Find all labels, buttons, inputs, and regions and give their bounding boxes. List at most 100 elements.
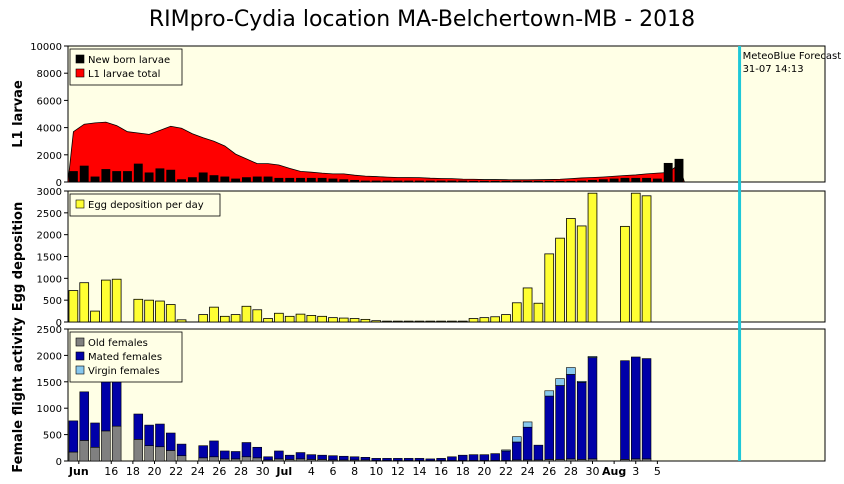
newborn-bar: [501, 180, 511, 182]
mated-females-bar: [501, 450, 511, 461]
newborn-bar: [274, 177, 284, 182]
newborn-bar: [523, 180, 533, 182]
newborn-bar: [415, 180, 424, 182]
virgin-females-bar: [555, 378, 565, 386]
mated-females-bar: [522, 426, 533, 461]
newborn-bar: [144, 172, 154, 182]
legend-entry: Old females: [88, 338, 148, 349]
legend-entry: New born larvae: [88, 55, 170, 66]
egg-bar: [230, 314, 241, 322]
x-tick-label: 8: [351, 465, 358, 478]
newborn-bar: [68, 171, 78, 182]
legend-box: [69, 193, 221, 217]
newborn-bar: [79, 165, 89, 182]
newborn-bar: [512, 180, 522, 182]
newborn-bar: [469, 180, 478, 182]
plot-marks: [68, 192, 652, 322]
egg-bar: [349, 318, 360, 322]
y-axis-label: Egg deposition: [11, 202, 26, 311]
newborn-bar: [533, 180, 543, 182]
mated-females-bar: [425, 458, 436, 461]
newborn-bar: [588, 179, 597, 182]
x-tick-label: 14: [412, 465, 426, 478]
egg-bar: [511, 302, 522, 322]
y-axis-label: L1 larvae: [11, 80, 26, 148]
newborn-bar: [123, 171, 132, 182]
legend-entry: L1 larvae total: [88, 69, 160, 80]
newborn-bar: [609, 178, 619, 182]
egg-bar: [425, 320, 436, 322]
x-tick-label: 24: [521, 465, 535, 478]
mated-females-bar: [479, 454, 490, 461]
newborn-bar: [231, 178, 241, 182]
newborn-bar: [306, 177, 316, 182]
mated-females-bar: [230, 451, 241, 460]
y-tick-label: 10000: [30, 42, 62, 53]
old-females-bar: [641, 458, 652, 461]
egg-bar: [209, 306, 219, 322]
panel-female-flight: 0 500 1000 1500 2000 2500 Female flight activi…: [11, 317, 826, 473]
plot-marks: [68, 121, 685, 182]
mated-females-bar: [457, 454, 468, 461]
egg-bar: [436, 320, 446, 322]
egg-bar: [144, 299, 154, 322]
legend-swatch: [75, 337, 85, 347]
newborn-bar: [555, 180, 565, 182]
mated-females-bar: [544, 395, 554, 460]
egg-bar: [501, 314, 511, 322]
old-females-bar: [198, 457, 208, 461]
egg-bar: [111, 278, 122, 322]
old-females-bar: [587, 458, 598, 461]
egg-bar: [68, 290, 79, 322]
egg-bar: [338, 317, 349, 322]
virgin-females-bar: [501, 449, 511, 452]
x-tick-label: 3: [632, 465, 639, 478]
newborn-bar: [458, 180, 468, 182]
egg-bar: [155, 300, 165, 322]
newborn-bar: [566, 180, 576, 182]
mated-females-bar: [490, 453, 500, 461]
x-tick-label: 20: [148, 465, 162, 478]
y-tick-label: 0: [56, 457, 62, 468]
mated-females-bar: [90, 422, 100, 448]
y-tick-label: 2000: [37, 151, 62, 162]
old-females-bar: [79, 440, 89, 461]
mated-females-bar: [414, 458, 425, 461]
old-females-bar: [274, 458, 284, 461]
newborn-bar: [155, 168, 165, 182]
newborn-bar: [166, 169, 176, 182]
y-tick-label: 500: [43, 431, 62, 442]
forecast-marker: MeteoBlue Forecast 31-07 14:13: [738, 46, 841, 461]
egg-bar: [176, 319, 187, 322]
mated-females-bar: [512, 441, 522, 461]
y-tick-label: 2500: [37, 325, 62, 336]
legend-entry: Mated females: [88, 352, 162, 363]
newborn-bar: [209, 175, 219, 182]
newborn-bar: [479, 180, 489, 182]
x-tick-label: 24: [191, 465, 205, 478]
y-tick-label: 500: [43, 296, 62, 307]
egg-bar: [447, 320, 457, 322]
forecast-timestamp: 31-07 14:13: [743, 64, 804, 75]
newborn-bar: [663, 162, 673, 182]
newborn-bar: [436, 180, 446, 182]
egg-bar: [382, 320, 392, 322]
y-tick-label: 2000: [37, 231, 62, 242]
old-females-bar: [101, 430, 111, 461]
mated-females-bar: [263, 456, 273, 461]
egg-bar: [479, 317, 490, 322]
x-axis: Jun 16 18 20 22 24 26 28 30 Jul 4 6 8 10 12 14 16 18 20 22 2…: [68, 461, 661, 478]
newborn-bar: [544, 180, 554, 182]
mated-females-bar: [198, 445, 208, 459]
mated-females-bar: [79, 391, 89, 441]
egg-bar: [101, 279, 111, 322]
legend-swatch: [75, 365, 85, 375]
mated-females-bar: [641, 358, 652, 460]
x-tick-label: 12: [391, 465, 405, 478]
egg-bar: [90, 310, 100, 322]
virgin-females-bar: [576, 380, 587, 383]
mated-females-bar: [349, 456, 360, 461]
mated-females-bar: [155, 423, 165, 448]
old-females-bar: [144, 445, 154, 461]
x-tick-label: 30: [585, 465, 599, 478]
